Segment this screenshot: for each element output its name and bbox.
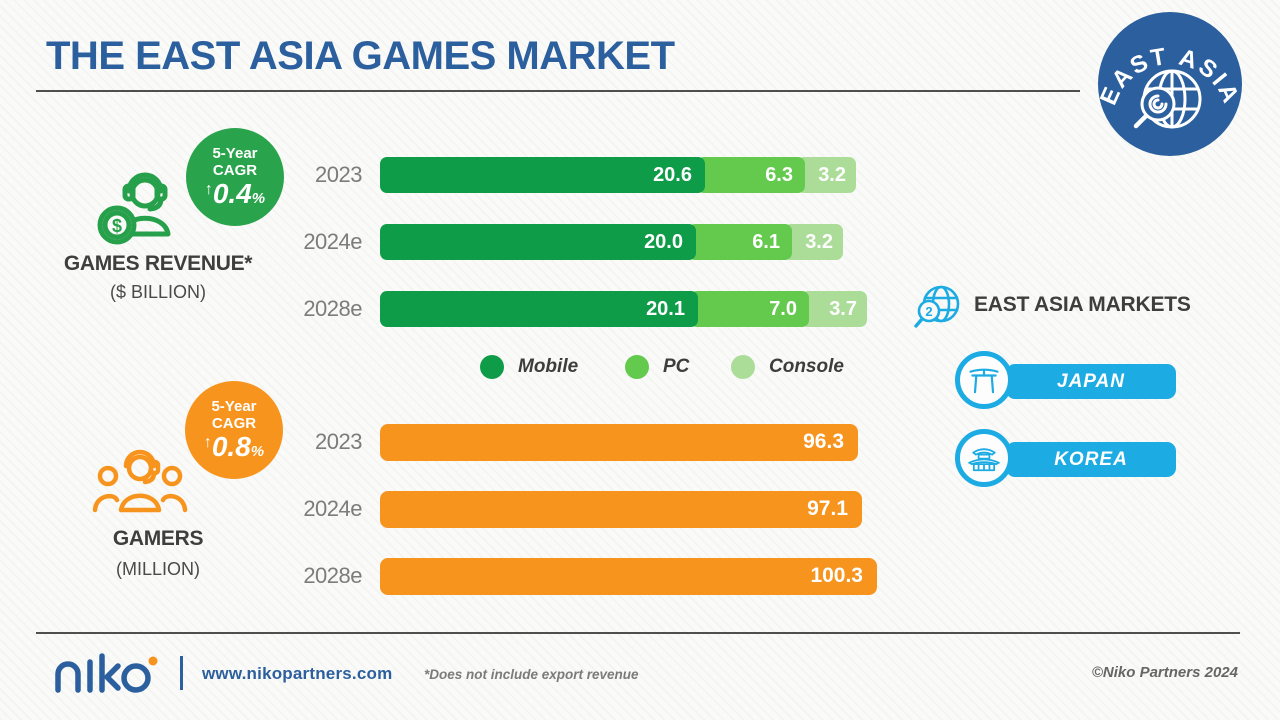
svg-text:2: 2 xyxy=(925,304,932,319)
footnote: *Does not include export revenue xyxy=(424,667,639,682)
legend-item-pc: PC xyxy=(625,354,689,379)
revenue-row-2028e: 2028e 20.1 7.0 3.7 xyxy=(290,291,867,327)
markets-globe-magnifier-icon: 2 xyxy=(912,281,964,333)
bar-value: 7.0 xyxy=(769,297,797,320)
cagr-period: 5-Year xyxy=(211,397,257,415)
cagr-percent-sign: % xyxy=(250,443,265,461)
revenue-label: GAMES REVENUE* xyxy=(63,252,253,275)
cagr-period: 5-Year xyxy=(212,144,258,162)
east-asia-badge: EAST ASIA xyxy=(1094,6,1246,158)
bar-value: 97.1 xyxy=(807,497,848,520)
gamers-unit: (MILLION) xyxy=(115,559,200,579)
niko-logo xyxy=(46,650,164,698)
footer-separator xyxy=(180,656,183,690)
year-label: 2023 xyxy=(315,429,362,454)
east-asia-globe-magnifier-icon: EAST ASIA xyxy=(1095,12,1243,156)
revenue-row-2024e: 2024e 20.0 6.1 3.2 xyxy=(290,224,843,260)
bar-value: 96.3 xyxy=(803,430,844,453)
bar-segment-console: 3.2 xyxy=(784,224,843,260)
bar-segment-mobile: 20.6 xyxy=(380,157,705,193)
games-revenue-icon: $ xyxy=(92,164,184,255)
stacked-bar: 20.0 6.1 3.2 xyxy=(380,224,843,260)
market-name: KOREA xyxy=(1054,448,1128,470)
legend-dot-mobile xyxy=(480,354,504,379)
cagr-metric: CAGR xyxy=(211,414,257,432)
website-link[interactable]: www.nikopartners.com xyxy=(202,664,393,683)
bar-segment-mobile: 20.1 xyxy=(380,291,698,327)
year-label: 2024e xyxy=(303,229,362,254)
bar-value: 20.6 xyxy=(653,163,692,186)
gamers-bar: 97.1 xyxy=(380,490,862,528)
gamers-row-2023: 2023 96.3 xyxy=(290,423,858,461)
gamers-row-2024e: 2024e 97.1 xyxy=(290,490,862,528)
bar-segment-mobile: 20.0 xyxy=(380,224,696,260)
legend-dot-console xyxy=(731,354,755,379)
bar-value: 3.2 xyxy=(818,163,846,186)
revenue-row-2023: 2023 20.6 6.3 3.2 xyxy=(290,157,856,193)
cagr-value: 0.8 xyxy=(211,431,251,463)
market-name: JAPAN xyxy=(1057,370,1125,392)
torii-gate-icon xyxy=(969,368,999,394)
bar-value: 6.3 xyxy=(765,163,793,186)
legend-dot-pc xyxy=(625,354,649,379)
gamers-bar: 96.3 xyxy=(380,423,858,461)
year-label: 2024e xyxy=(303,496,362,521)
bar-segment-console: 3.7 xyxy=(801,291,867,327)
legend-item-mobile: Mobile xyxy=(480,354,578,379)
legend-item-console: Console xyxy=(731,354,844,379)
copyright: ©Niko Partners 2024 xyxy=(1091,664,1238,681)
market-circle-japan xyxy=(955,351,1013,409)
year-label: 2023 xyxy=(315,162,362,187)
legend-label: Console xyxy=(769,355,844,377)
gamers-icon xyxy=(88,446,192,523)
cagr-metric: CAGR xyxy=(212,161,258,179)
up-arrow-icon: ↑ xyxy=(203,434,212,452)
market-pill-japan: JAPAN xyxy=(1006,364,1176,399)
up-arrow-icon: ↑ xyxy=(204,181,213,199)
markets-heading: EAST ASIA MARKETS xyxy=(974,293,1191,316)
year-label: 2028e xyxy=(303,563,362,588)
bar-value: 3.7 xyxy=(829,297,857,320)
bar-value: 6.1 xyxy=(752,230,780,253)
svg-text:$: $ xyxy=(112,216,122,236)
bar-segment-pc: 6.1 xyxy=(688,224,792,260)
market-pill-korea: KOREA xyxy=(1006,442,1176,477)
gamers-row-2028e: 2028e 100.3 xyxy=(290,557,877,595)
legend-label: PC xyxy=(663,355,690,377)
bar-segment-console: 3.2 xyxy=(797,157,856,193)
gamers-cagr-badge: 5-Year CAGR ↑ 0.8 % xyxy=(185,381,283,479)
legend-label: Mobile xyxy=(518,355,579,377)
revenue-cagr-badge: 5-Year CAGR ↑ 0.4 % xyxy=(186,128,284,226)
revenue-unit: ($ BILLION) xyxy=(109,282,207,302)
bar-value: 20.1 xyxy=(646,297,685,320)
cagr-value: 0.4 xyxy=(212,178,252,210)
stacked-bar: 20.1 7.0 3.7 xyxy=(380,291,867,327)
cagr-percent-sign: % xyxy=(251,190,266,208)
bar-value: 20.0 xyxy=(644,230,683,253)
gamers-bar: 100.3 xyxy=(380,557,877,595)
market-circle-korea xyxy=(955,429,1013,487)
stacked-bar: 20.6 6.3 3.2 xyxy=(380,157,856,193)
title-underline xyxy=(36,90,1080,92)
korean-palace-icon xyxy=(968,448,1000,472)
gamers-label: GAMERS xyxy=(112,527,204,550)
bar-value: 100.3 xyxy=(810,564,863,587)
bar-value: 3.2 xyxy=(805,230,833,253)
page-title: THE EAST ASIA GAMES MARKET xyxy=(46,34,675,78)
footer-divider-line xyxy=(36,632,1240,634)
bar-segment-pc: 7.0 xyxy=(690,291,809,327)
year-label: 2028e xyxy=(303,296,362,321)
bar-segment-pc: 6.3 xyxy=(697,157,805,193)
